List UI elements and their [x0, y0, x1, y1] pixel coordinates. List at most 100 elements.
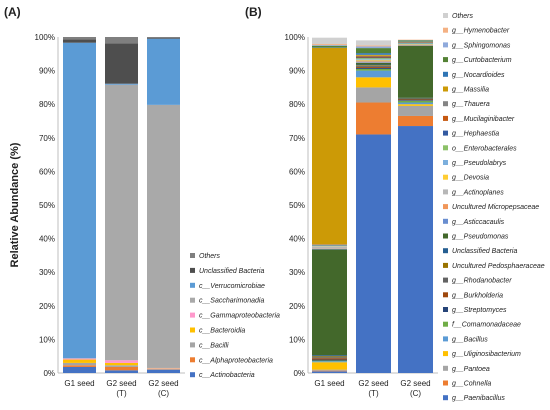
bar-segment-b [398, 99, 433, 101]
legend-label-b: Uncultured Micropepsaceae [452, 204, 539, 211]
legend-swatch-a [190, 372, 195, 378]
x-tick-sublabel-b: (T) [368, 389, 379, 398]
bar-segment-b [398, 98, 433, 100]
bar-segment-a [105, 362, 138, 366]
bar-segment-b [356, 55, 391, 57]
bar-segment-b [312, 358, 347, 360]
y-tick-label-a: 40% [39, 235, 55, 244]
bar-segment-b [356, 46, 391, 49]
bar-segment-b [356, 66, 391, 68]
bar-segment-a [105, 43, 138, 84]
legend-label-a: c__Gammaproteobacteria [199, 313, 280, 320]
bar-segment-b [398, 105, 433, 116]
bar-segment-b [356, 40, 391, 46]
legend-swatch-b [443, 160, 448, 165]
bar-segment-a [105, 360, 138, 363]
legend-label-b: g__Nocardioides [452, 72, 505, 79]
legend-label-b: g__Hephaestia [452, 131, 499, 138]
y-tick-label-a: 70% [39, 134, 55, 143]
legend-swatch-a [190, 357, 195, 363]
y-tick-label-b: 100% [285, 33, 305, 42]
bar-segment-b [312, 362, 347, 370]
bar-segment-a [63, 362, 96, 366]
bar-segment-a [63, 366, 96, 373]
legend-label-b: g__Pantoea [452, 366, 490, 373]
bar-segment-b [312, 45, 347, 48]
y-tick-label-a: 10% [39, 335, 55, 344]
legend-label-b: Unclassified Bacteria [452, 248, 517, 255]
legend-swatch-b [443, 204, 448, 210]
x-tick-label-b: G1 seed [314, 379, 344, 388]
bar-segment-b [398, 43, 433, 45]
y-tick-label-a: 0% [43, 369, 55, 378]
bar-segment-b [356, 65, 391, 66]
legend-swatch-b [443, 218, 448, 224]
legend-label-b: g__Streptomyces [452, 307, 507, 314]
legend-swatch-b [443, 42, 448, 48]
y-tick-label-b: 20% [289, 302, 305, 311]
bar-segment-b [356, 68, 391, 71]
bar-segment-a [63, 365, 96, 367]
y-tick-label-b: 80% [289, 100, 305, 109]
panel-label-a: (A) [4, 5, 21, 19]
legend-label-b: Others [452, 13, 474, 20]
legend-swatch-b [443, 57, 448, 63]
y-tick-label-b: 10% [289, 335, 305, 344]
bar-segment-a [147, 104, 180, 368]
legend-swatch-a [190, 253, 195, 258]
legend-swatch-b [443, 174, 448, 180]
bar-segment-b [356, 59, 391, 60]
bar-segment-b [312, 246, 347, 249]
legend-label-a: c__Verrucomicrobiae [199, 283, 265, 290]
bar-segment-b [356, 59, 391, 61]
legend-label-b: Uncultured Pedosphaeraceae [452, 263, 545, 270]
legend-label-b: g__Actinoplanes [452, 189, 504, 196]
legend-label-a: c__Saccharimonadia [199, 298, 264, 305]
legend-label-b: g__Curtobacterium [452, 57, 512, 64]
bar-segment-b [356, 62, 391, 65]
legend-label-b: g__Massilia [452, 87, 489, 94]
legend-label-b: g__Cohnella [452, 381, 491, 388]
legend-label-b: f__Comamonadaceae [452, 322, 521, 329]
bar-segment-b [356, 56, 391, 58]
y-tick-label-b: 40% [289, 235, 305, 244]
bar-segment-b [356, 134, 391, 373]
legend-label-a: Unclassified Bacteria [199, 268, 264, 275]
bar-segment-b [312, 357, 347, 359]
bar-segment-b [356, 54, 391, 56]
legend-swatch-b [443, 13, 448, 18]
legend-swatch-a [190, 267, 195, 273]
bar-segment-b [356, 102, 391, 135]
legend-label-b: g__Pseudomonas [452, 234, 509, 241]
legend-swatch-b [443, 101, 448, 107]
x-tick-label-a: G1 seed [64, 379, 94, 388]
bar-segment-b [356, 53, 391, 55]
bar-segment-a [63, 359, 96, 363]
bar-segment-a [63, 39, 96, 43]
y-tick-label-a: 20% [39, 302, 55, 311]
bar-segment-a [63, 37, 96, 40]
legend-swatch-b [443, 395, 448, 401]
bar-segment-b [356, 48, 391, 54]
legend-swatch-b [443, 277, 448, 283]
legend-swatch-a [190, 297, 195, 303]
y-tick-label-b: 70% [289, 134, 305, 143]
bar-segment-a [105, 366, 138, 371]
bar-segment-b [356, 60, 391, 62]
bar-segment-b [356, 70, 391, 78]
legend-swatch-b [443, 248, 448, 254]
legend-label-b: g__Burkholderia [452, 292, 503, 299]
bar-segment-b [312, 356, 347, 358]
bar-segment-a [63, 42, 96, 359]
bar-segment-b [356, 61, 391, 63]
legend-label-b: g__Sphingomonas [452, 42, 511, 49]
bar-segment-b [356, 64, 391, 66]
y-tick-label-b: 90% [289, 67, 305, 76]
bar-segment-a [105, 37, 138, 44]
legend-swatch-b [443, 336, 448, 342]
bar-segment-b [356, 67, 391, 69]
x-tick-label-b: G2 seed [400, 379, 430, 388]
legend-label-b: g__Bacillus [452, 336, 488, 343]
bar-segment-b [312, 37, 347, 45]
legend-swatch-a [190, 342, 195, 348]
